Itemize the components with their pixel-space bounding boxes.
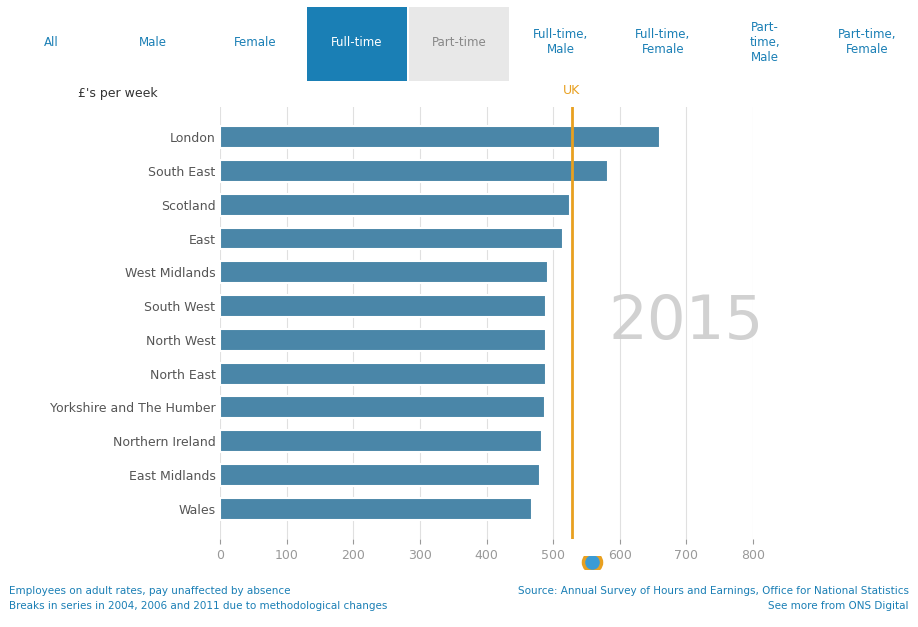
Bar	[220, 362, 546, 384]
Text: Male: Male	[139, 36, 167, 49]
Bar	[220, 194, 570, 216]
Text: Part-time: Part-time	[431, 36, 487, 49]
FancyBboxPatch shape	[409, 7, 509, 81]
FancyBboxPatch shape	[205, 7, 305, 81]
FancyBboxPatch shape	[715, 7, 815, 81]
Text: Full-time,
Female: Full-time, Female	[635, 28, 690, 56]
Polygon shape	[636, 551, 654, 572]
Text: Full-time: Full-time	[331, 36, 383, 49]
Text: Female: Female	[234, 36, 276, 49]
Bar	[220, 126, 660, 148]
FancyBboxPatch shape	[511, 7, 611, 81]
FancyBboxPatch shape	[307, 7, 407, 81]
Text: Part-time,
Female: Part-time, Female	[838, 28, 896, 56]
FancyBboxPatch shape	[817, 7, 917, 81]
Text: All: All	[44, 36, 59, 49]
Text: UK: UK	[563, 84, 580, 97]
Text: Full-time,
Male: Full-time, Male	[533, 28, 588, 56]
Bar	[220, 295, 546, 317]
FancyBboxPatch shape	[103, 7, 203, 81]
Bar	[220, 396, 545, 418]
Text: Breaks in series in 2004, 2006 and 2011 due to methodological changes: Breaks in series in 2004, 2006 and 2011 …	[9, 601, 387, 611]
Bar	[220, 430, 542, 452]
Bar	[220, 498, 532, 520]
Bar	[220, 160, 608, 182]
FancyBboxPatch shape	[613, 7, 713, 81]
Polygon shape	[315, 551, 335, 572]
Bar	[220, 464, 540, 486]
Bar	[220, 329, 546, 350]
Text: See more from ONS Digital: See more from ONS Digital	[768, 601, 909, 611]
Text: 2015: 2015	[609, 293, 764, 352]
Text: Employees on adult rates, pay unaffected by absence: Employees on adult rates, pay unaffected…	[9, 586, 291, 596]
FancyBboxPatch shape	[1, 7, 101, 81]
Text: £'s per week: £'s per week	[78, 87, 158, 100]
Bar	[220, 228, 563, 250]
Text: Part-
time,
Male: Part- time, Male	[750, 21, 780, 63]
Text: Source: Annual Survey of Hours and Earnings, Office for National Statistics: Source: Annual Survey of Hours and Earni…	[518, 586, 909, 596]
Bar	[220, 261, 548, 283]
